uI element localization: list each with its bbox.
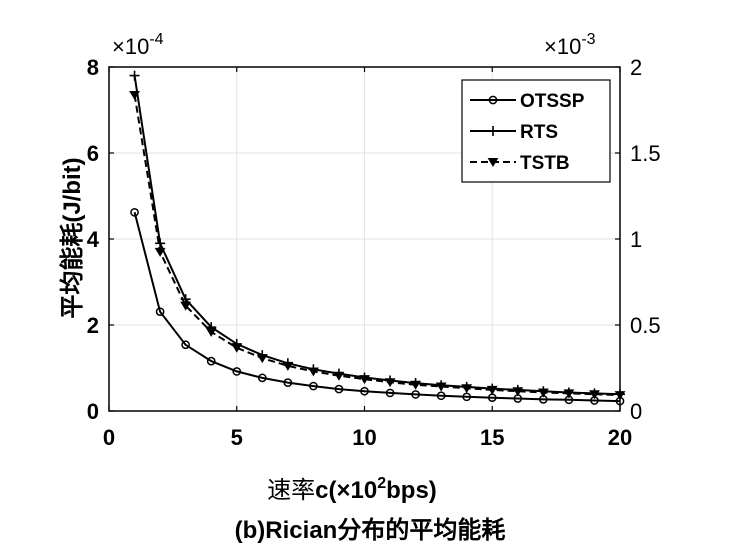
legend-label-rts: RTS bbox=[520, 122, 558, 143]
y-left-tick-label: 8 bbox=[87, 55, 99, 80]
data-point-otssp bbox=[257, 373, 267, 383]
data-point-tstb bbox=[180, 301, 192, 311]
data-point-tstb bbox=[384, 378, 396, 388]
y-left-tick-label: 6 bbox=[87, 141, 99, 166]
data-point-tstb bbox=[461, 384, 473, 394]
data-point-tstb bbox=[256, 354, 268, 364]
legend-marker-otssp bbox=[488, 95, 498, 105]
series-layer bbox=[129, 70, 626, 406]
y-left-tick-label: 4 bbox=[87, 227, 100, 252]
data-point-otssp bbox=[181, 340, 190, 350]
legend: OTSSP RTS TSTB bbox=[461, 79, 611, 183]
data-point-tstb bbox=[537, 388, 549, 398]
data-point-otssp bbox=[309, 381, 318, 391]
data-point-otssp bbox=[462, 392, 472, 402]
series-line-tstb bbox=[133, 94, 621, 397]
data-point-rts bbox=[129, 70, 140, 81]
series-tstb bbox=[129, 90, 626, 401]
data-point-tstb bbox=[435, 382, 447, 392]
x-axis-label: 速率c(×102bps) bbox=[267, 475, 437, 504]
data-point-tstb bbox=[231, 343, 243, 353]
data-point-tstb bbox=[282, 361, 294, 371]
data-point-tstb bbox=[589, 390, 600, 400]
figure-caption: (b)Rician分布的平均能耗 bbox=[235, 516, 506, 544]
y-left-tick-label: 2 bbox=[87, 313, 99, 338]
data-point-otssp bbox=[206, 356, 216, 366]
x-tick-label: 15 bbox=[480, 425, 504, 450]
data-point-otssp bbox=[385, 388, 395, 398]
x-tick-label: 10 bbox=[352, 425, 376, 450]
data-point-tstb bbox=[205, 327, 217, 337]
y-right-tick-label: 1 bbox=[630, 227, 642, 252]
data-point-tstb bbox=[512, 387, 524, 397]
data-point-otssp bbox=[334, 384, 344, 394]
y-axis-label: 平均能耗(J/bit) bbox=[58, 157, 86, 318]
y-right-tick-label: 2 bbox=[630, 55, 642, 80]
data-point-tstb bbox=[563, 389, 575, 399]
legend-label-otssp: OTSSP bbox=[520, 91, 585, 112]
y-left-tick-label: 0 bbox=[87, 399, 99, 424]
data-point-tstb bbox=[410, 380, 421, 390]
left-exponent: ×10-4 bbox=[112, 31, 164, 59]
legend-marker-tstb bbox=[487, 158, 499, 167]
y-right-tick-label: 0.5 bbox=[630, 313, 661, 338]
series-line-otssp bbox=[133, 212, 621, 403]
y-right-tick-label: 0 bbox=[630, 399, 642, 424]
right-exponent: ×10-3 bbox=[544, 31, 596, 59]
data-point-otssp bbox=[283, 378, 293, 387]
y-right-tick-label: 1.5 bbox=[630, 141, 661, 166]
data-point-otssp bbox=[130, 207, 139, 217]
data-point-tstb bbox=[154, 247, 166, 257]
series-otssp bbox=[130, 207, 625, 406]
data-point-tstb bbox=[486, 385, 498, 395]
legend-marker-rts bbox=[488, 126, 498, 136]
data-point-tstb bbox=[308, 367, 319, 377]
data-point-tstb bbox=[333, 371, 345, 381]
legend-label-tstb: TSTB bbox=[520, 153, 570, 174]
data-point-tstb bbox=[359, 375, 370, 385]
data-point-otssp bbox=[360, 386, 369, 396]
data-point-otssp bbox=[436, 391, 446, 401]
data-point-otssp bbox=[155, 307, 165, 317]
data-point-rts bbox=[155, 238, 166, 249]
data-point-tstb bbox=[129, 90, 140, 100]
x-tick-label: 0 bbox=[103, 425, 115, 450]
data-point-otssp bbox=[411, 390, 420, 399]
x-tick-label: 5 bbox=[231, 425, 243, 450]
data-point-otssp bbox=[232, 367, 242, 376]
x-tick-label: 20 bbox=[608, 425, 632, 450]
